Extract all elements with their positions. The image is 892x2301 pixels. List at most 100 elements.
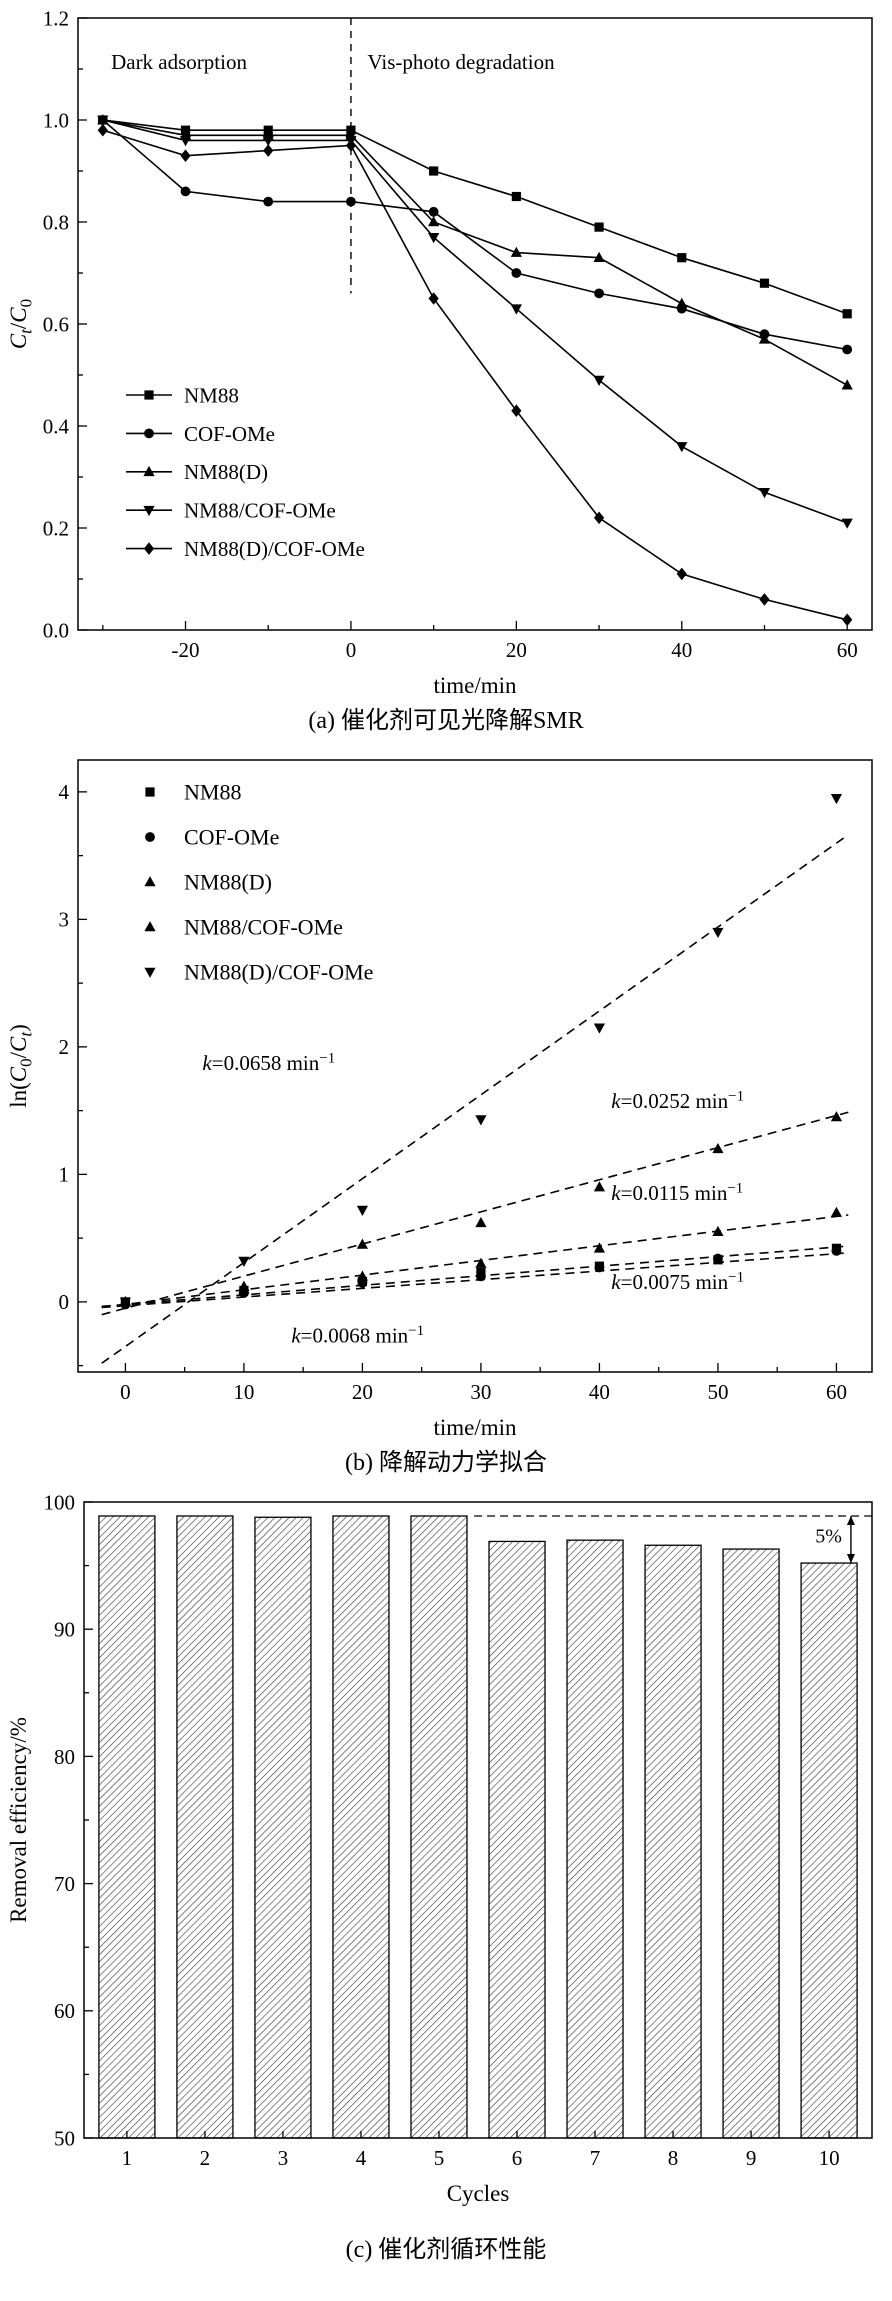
svg-text:0.2: 0.2 (43, 516, 69, 540)
svg-text:NM88/COF-OMe: NM88/COF-OMe (184, 915, 343, 940)
series-NM88 (98, 115, 852, 319)
bar-cycle-1 (98, 1515, 156, 2139)
svg-text:2: 2 (59, 1035, 70, 1059)
x-axis-title: time/min (433, 673, 517, 698)
y-axis-title: Ct/C0 (6, 299, 36, 349)
svg-text:10: 10 (819, 2146, 840, 2170)
svg-text:20: 20 (352, 1380, 373, 1404)
fit-line-NM88/COF-OMe (101, 1111, 849, 1316)
series-NM88/COF-OMe (97, 115, 853, 529)
rate-constant-labels: k=0.0658 min−1 k=0.0252 min−1 k=0.0115 min… (202, 1050, 744, 1347)
bar-cycle-2 (176, 1515, 234, 2139)
svg-text:10: 10 (233, 1380, 254, 1404)
svg-text:20: 20 (506, 638, 527, 662)
svg-text:k=0.0068 min−1: k=0.0068 min−1 (291, 1323, 424, 1348)
fit-line-NM88(D)/COF-OMe (101, 834, 849, 1364)
bar-cycle-7 (566, 1539, 624, 2139)
legend: NM88 COF-OMe NM88(D) NM88/COF-OMe NM88(D)/CO… (144, 780, 373, 985)
svg-text:6: 6 (512, 2146, 523, 2170)
svg-text:NM88(D): NM88(D) (184, 460, 268, 484)
chart-c-cycles-bar-chart: 50 60 70 80 90 100 1 2 3 4 5 6 7 8 9 10 Cycles Removal ef… (6, 1490, 873, 2206)
bar-cycle-8 (644, 1544, 702, 2139)
caption-a: (a) 催化剂可见光降解SMR (308, 708, 584, 734)
svg-text:4: 4 (356, 2146, 367, 2170)
svg-text:7: 7 (590, 2146, 601, 2170)
bar-cycle-3 (254, 1516, 312, 2139)
svg-text:NM88: NM88 (184, 780, 241, 805)
svg-text:40: 40 (589, 1380, 610, 1404)
svg-text:ln(C0/Ct): ln(C0/Ct) (6, 1024, 36, 1108)
svg-text:4: 4 (59, 780, 70, 804)
svg-text:COF-OMe: COF-OMe (184, 825, 279, 850)
region-labels: Dark adsorption Vis-photo degradation (111, 50, 555, 74)
svg-text:60: 60 (826, 1380, 847, 1404)
fit-line-NM88 (101, 1245, 849, 1308)
bar-cycle-9 (722, 1548, 780, 2139)
chart-b-kinetics-plot: 0 10 20 30 40 50 60 0 1 2 3 4 time/min ln(C0/Ct) NM88 C… (6, 759, 873, 1440)
svg-text:1.0: 1.0 (43, 108, 69, 132)
x-axis-title: Cycles (447, 2181, 510, 2206)
bar-cycle-5 (410, 1515, 468, 2139)
svg-text:Removal efficiency/%: Removal efficiency/% (6, 1717, 31, 1923)
svg-text:100: 100 (44, 1490, 76, 1514)
svg-text:0.4: 0.4 (43, 414, 70, 438)
svg-text:30: 30 (470, 1380, 491, 1404)
svg-text:5: 5 (434, 2146, 445, 2170)
caption-b: (b) 降解动力学拟合 (345, 1450, 547, 1476)
svg-text:NM88/COF-OMe: NM88/COF-OMe (184, 499, 336, 523)
axes: 50 60 70 80 90 100 1 2 3 4 5 6 7 8 9 10 (44, 1490, 873, 2170)
axes: -20 0 20 40 60 0.0 0.2 0.4 0.6 0.8 1.0 1.2 (43, 6, 873, 662)
svg-text:Cycles: Cycles (447, 2181, 510, 2206)
svg-text:k=0.0658 min−1: k=0.0658 min−1 (202, 1050, 335, 1075)
svg-text:Dark adsorption: Dark adsorption (111, 50, 247, 74)
chart-a-degradation-plot: -20 0 20 40 60 0.0 0.2 0.4 0.6 0.8 1.0 1.2 time/min C… (6, 6, 873, 698)
fit-line-COF-OMe (101, 1252, 849, 1309)
svg-text:NM88(D)/COF-OMe: NM88(D)/COF-OMe (184, 960, 373, 985)
svg-text:NM88(D): NM88(D) (184, 870, 272, 895)
fit-line-NM88(D) (101, 1214, 849, 1309)
svg-text:5%: 5% (815, 1526, 842, 1548)
bar-cycle-10 (800, 1562, 858, 2139)
legend: NM88 COF-OMe NM88(D) NM88/COF-OMe NM88(D)/CO… (126, 383, 365, 561)
svg-text:0: 0 (120, 1380, 131, 1404)
svg-text:60: 60 (54, 1999, 75, 2023)
panel-b: 0 10 20 30 40 50 60 0 1 2 3 4 time/min ln(C0/Ct) NM88 C… (0, 746, 892, 1488)
svg-text:k=0.0252 min−1: k=0.0252 min−1 (611, 1089, 744, 1114)
svg-text:1: 1 (59, 1163, 70, 1187)
svg-text:80: 80 (54, 1745, 75, 1769)
y-axis-title: Removal efficiency/% (6, 1717, 31, 1923)
svg-text:70: 70 (54, 1872, 75, 1896)
svg-text:NM88: NM88 (184, 383, 239, 407)
svg-text:1: 1 (122, 2146, 133, 2170)
svg-text:3: 3 (278, 2146, 289, 2170)
series-NM88(D)/COF-OMe (97, 123, 853, 627)
svg-text:60: 60 (837, 638, 858, 662)
svg-text:NM88(D)/COF-OMe: NM88(D)/COF-OMe (184, 537, 365, 561)
bar-cycle-6 (488, 1540, 546, 2139)
svg-text:0.6: 0.6 (43, 312, 69, 336)
x-axis-title: time/min (433, 1415, 517, 1440)
bars (98, 1515, 858, 2139)
svg-text:9: 9 (746, 2146, 757, 2170)
svg-text:COF-OMe: COF-OMe (184, 422, 275, 446)
svg-text:time/min: time/min (433, 1415, 517, 1440)
caption-c: (c) 催化剂循环性能 (345, 2237, 547, 2263)
bar-cycle-4 (332, 1515, 390, 2139)
svg-text:0.8: 0.8 (43, 210, 69, 234)
svg-text:0: 0 (346, 638, 357, 662)
svg-text:Ct/C0: Ct/C0 (6, 299, 36, 349)
series-NM88(D)/COF-OMe (119, 793, 843, 1308)
panel-a: -20 0 20 40 60 0.0 0.2 0.4 0.6 0.8 1.0 1.2 time/min C… (0, 4, 892, 746)
axes: 0 10 20 30 40 50 60 0 1 2 3 4 (59, 759, 873, 1404)
svg-text:50: 50 (707, 1380, 728, 1404)
svg-text:0.0: 0.0 (43, 618, 69, 642)
svg-text:Vis-photo degradation: Vis-photo degradation (367, 50, 555, 74)
svg-text:1.2: 1.2 (43, 6, 69, 30)
svg-text:0: 0 (59, 1290, 70, 1314)
svg-text:k=0.0115 min−1: k=0.0115 min−1 (611, 1180, 743, 1205)
svg-text:90: 90 (54, 1618, 75, 1642)
svg-text:k=0.0075 min−1: k=0.0075 min−1 (611, 1270, 744, 1295)
panel-c: 50 60 70 80 90 100 1 2 3 4 5 6 7 8 9 10 Cycles Removal ef… (0, 1488, 892, 2275)
svg-text:40: 40 (671, 638, 692, 662)
